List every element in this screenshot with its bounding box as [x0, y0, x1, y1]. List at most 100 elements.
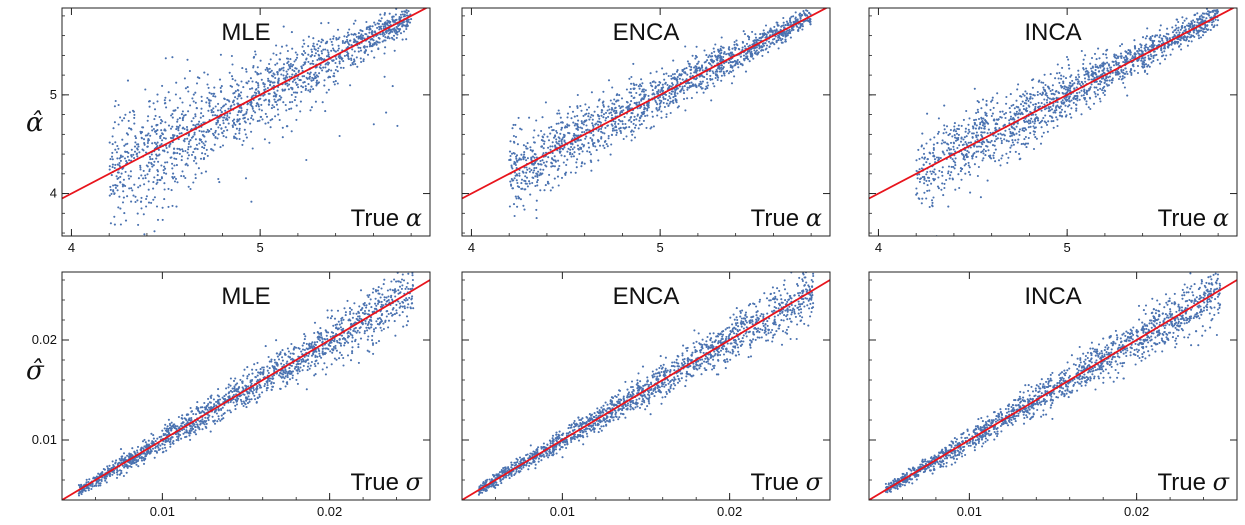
scatter-point [534, 175, 537, 178]
scatter-point [1014, 150, 1017, 153]
scatter-point [1171, 48, 1174, 51]
scatter-point [730, 70, 733, 74]
scatter-point [622, 137, 625, 141]
scatter-point [198, 142, 201, 145]
scatter-point [348, 28, 351, 31]
scatter-point [628, 126, 631, 129]
scatter-point [985, 99, 988, 102]
scatter-point [784, 38, 787, 41]
scatter-point [1214, 13, 1217, 16]
scatter-point [369, 38, 372, 41]
scatter-point [162, 136, 166, 140]
scatter-point [116, 189, 119, 192]
scatter-point [406, 19, 409, 22]
scatter-point [949, 148, 953, 151]
scatter-point [181, 150, 185, 153]
scatter-point [300, 65, 303, 68]
scatter-point [256, 66, 259, 69]
scatter-point [764, 36, 767, 39]
scatter-point [273, 91, 276, 94]
scatter-point [1159, 24, 1162, 27]
scatter-point [133, 116, 136, 119]
scatter-point [1059, 84, 1062, 87]
scatter-point [544, 184, 547, 187]
scatter-point [158, 153, 161, 156]
scatter-point [401, 38, 404, 41]
scatter-point [592, 133, 595, 137]
scatter-point [668, 95, 671, 98]
scatter-point [695, 71, 698, 74]
scatter-point [1005, 102, 1008, 105]
scatter-point [376, 22, 379, 25]
scatter-point [1075, 92, 1079, 95]
scatter-point [194, 124, 197, 127]
scatter-point [752, 57, 755, 60]
scatter-point [1018, 133, 1021, 137]
scatter-point [1150, 61, 1153, 64]
scatter-point [660, 110, 663, 113]
scatter-point [1120, 78, 1123, 81]
scatter-point [327, 55, 330, 58]
scatter-point [637, 127, 640, 130]
scatter-point [203, 71, 206, 74]
scatter-point [952, 145, 955, 148]
scatter-point [235, 127, 238, 130]
scatter-point [987, 154, 991, 158]
scatter-point [563, 155, 566, 158]
scatter-point [155, 154, 159, 157]
scatter-point [1025, 92, 1029, 95]
scatter-point [1059, 111, 1063, 114]
scatter-point [187, 185, 190, 188]
scatter-point [918, 173, 921, 176]
scatter-point [1050, 108, 1054, 111]
scatter-point [300, 90, 303, 94]
scatter-point [361, 36, 364, 40]
scatter-point [953, 125, 956, 128]
scatter-point [383, 75, 386, 78]
scatter-point [665, 113, 668, 116]
scatter-point [710, 99, 713, 102]
scatter-point [390, 28, 393, 31]
scatter-point [336, 28, 340, 31]
scatter-point [595, 149, 598, 152]
scatter-point [282, 77, 285, 80]
scatter-point [128, 177, 131, 180]
scatter-point [334, 80, 337, 83]
scatter-point [701, 69, 704, 72]
scatter-point [799, 26, 802, 29]
scatter-point [1048, 107, 1051, 110]
scatter-point [266, 68, 269, 71]
scatter-point [152, 164, 155, 167]
scatter-point [378, 41, 381, 44]
scatter-point [619, 120, 622, 123]
scatter-point [1129, 58, 1132, 61]
scatter-point [1119, 75, 1122, 78]
scatter-point [971, 132, 974, 135]
scatter-point [921, 156, 924, 159]
scatter-point [175, 157, 178, 161]
scatter-point [1201, 18, 1204, 21]
scatter-point [140, 207, 143, 210]
scatter-point [1032, 103, 1035, 106]
scatter-point [808, 17, 811, 21]
scatter-point [116, 144, 119, 148]
scatter-point [226, 114, 229, 117]
scatter-point [202, 115, 205, 118]
scatter-point [997, 159, 1001, 162]
scatter-point [1010, 144, 1013, 147]
scatter-point [590, 160, 593, 164]
scatter-point [111, 158, 114, 161]
scatter-point [1068, 81, 1072, 84]
scatter-point [263, 85, 266, 88]
scatter-point [1075, 78, 1078, 81]
scatter-point [941, 174, 944, 177]
scatter-point [1029, 132, 1032, 135]
scatter-point [969, 146, 972, 149]
scatter-point [977, 117, 981, 121]
scatter-point [987, 149, 990, 152]
scatter-point [157, 160, 160, 163]
scatter-point [1120, 56, 1123, 60]
scatter-point [313, 45, 316, 48]
scatter-point [203, 135, 206, 138]
